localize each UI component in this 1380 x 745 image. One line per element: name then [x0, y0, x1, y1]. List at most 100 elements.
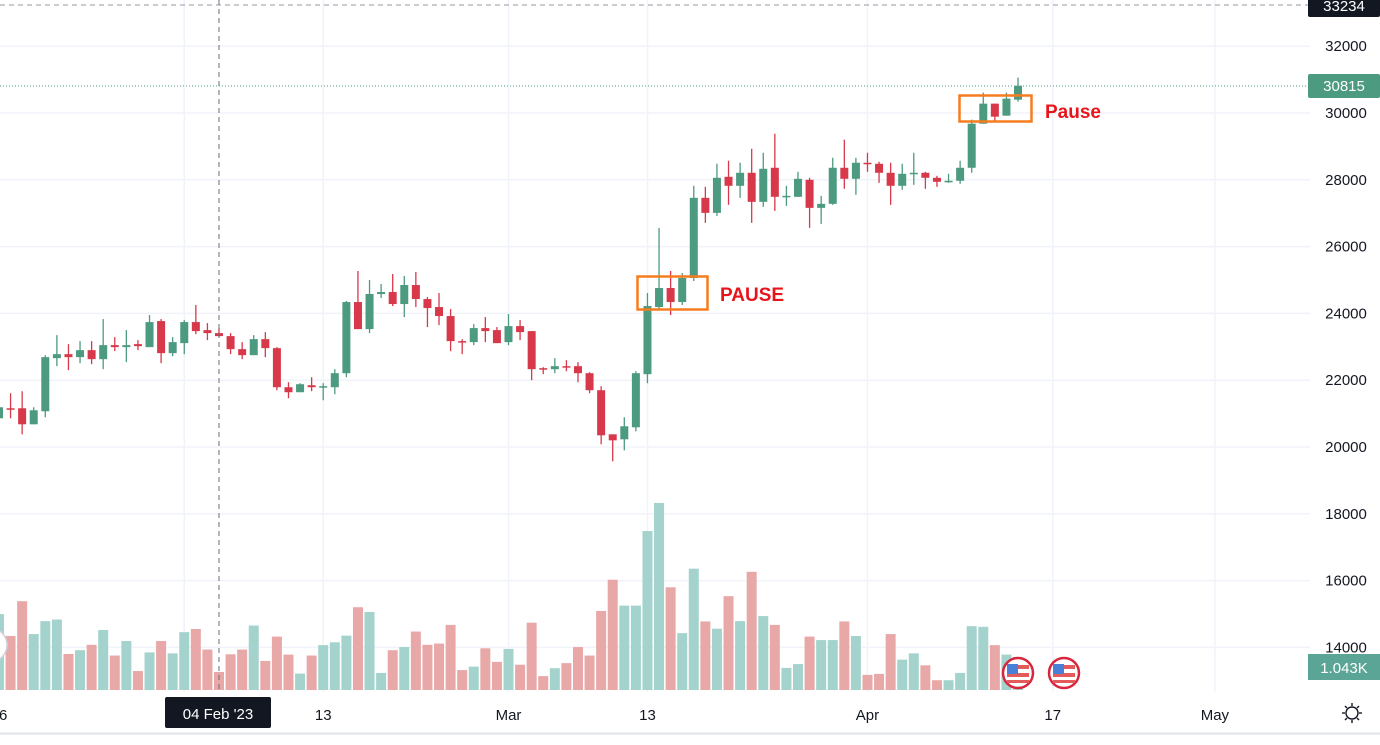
price-axis[interactable]	[1310, 0, 1380, 692]
candle-up	[967, 123, 976, 168]
high-price-badge	[1308, 0, 1380, 17]
candle-down	[191, 322, 200, 332]
us-flag-icon[interactable]	[1001, 656, 1035, 690]
volume-bar	[434, 643, 445, 690]
candle-down	[64, 354, 73, 358]
time-tick-label: 13	[315, 707, 332, 724]
pause-box-march	[636, 275, 709, 311]
candle-up	[782, 195, 791, 198]
price-tick-label: 22000	[1325, 372, 1367, 389]
candle-down	[921, 172, 930, 178]
volume-bar	[711, 628, 722, 690]
candle-down	[411, 285, 420, 300]
candle-down	[446, 316, 455, 342]
candle-down	[724, 176, 733, 186]
volume-bar	[387, 650, 398, 690]
volume-bar	[989, 645, 1000, 690]
volume-bar	[723, 596, 734, 690]
price-axis-ticks: 32000 30000 28000 26000 24000 22000 20000 18000…	[1325, 38, 1367, 656]
volume-bar	[468, 666, 479, 690]
volume-bar	[399, 647, 410, 690]
us-flag-icon[interactable]	[1047, 656, 1081, 690]
candle-down	[238, 349, 247, 356]
candle-down	[284, 387, 293, 393]
candle-up	[817, 203, 826, 208]
candle-up	[52, 354, 61, 359]
volume-bar	[561, 663, 572, 690]
volume-bar	[457, 670, 468, 690]
candle-down	[307, 385, 316, 388]
time-tick-label: 13	[639, 707, 656, 724]
candle-up	[1014, 85, 1023, 100]
volume-bar	[422, 644, 433, 690]
candle-down	[886, 172, 895, 186]
candle-up	[689, 197, 698, 278]
price-tick-label: 24000	[1325, 305, 1367, 322]
price-tick-label: 16000	[1325, 573, 1367, 590]
candle-down	[585, 373, 594, 391]
candle-up	[400, 285, 409, 305]
volume-bar	[132, 671, 143, 690]
candle-up	[1002, 98, 1011, 116]
candle-down	[388, 292, 397, 305]
candle-down	[701, 197, 710, 213]
candle-down	[157, 321, 166, 354]
volume-bar	[955, 672, 966, 690]
volume-bar	[51, 619, 62, 690]
candle-down	[539, 368, 548, 370]
candle-down	[573, 366, 582, 374]
last-volume-badge	[1308, 654, 1380, 680]
candles	[0, 77, 1023, 462]
candle-up	[145, 322, 154, 348]
volume-bar	[862, 674, 873, 690]
settings-sun-icon[interactable]	[1342, 703, 1362, 723]
candle-up	[29, 410, 38, 425]
candle-down	[608, 434, 617, 441]
volume-bar	[700, 621, 711, 690]
volume-bar	[793, 664, 803, 690]
candle-down	[87, 350, 96, 360]
candle-down	[435, 307, 444, 317]
volume-bar	[480, 648, 491, 690]
candle-up	[898, 173, 907, 186]
candle-down	[527, 331, 536, 370]
candle-up	[550, 366, 559, 370]
volume-bar	[318, 645, 329, 690]
candle-up	[76, 350, 85, 358]
candle-down	[133, 344, 142, 347]
volume-bar	[688, 568, 699, 690]
candle-up	[330, 373, 339, 388]
volume-bar	[329, 642, 340, 690]
volume-bar	[572, 647, 583, 690]
candle-up	[122, 345, 131, 348]
candle-up	[99, 345, 108, 360]
candle-down	[562, 366, 571, 368]
candle-up	[759, 168, 768, 202]
candle-down	[805, 179, 814, 208]
candle-up	[944, 180, 953, 183]
volume-bar	[735, 621, 746, 690]
candle-down	[226, 336, 235, 350]
scroll-circle-icon[interactable]	[0, 628, 8, 662]
volume-bar	[40, 621, 51, 690]
candle-down	[516, 326, 525, 333]
volume-bar	[179, 632, 190, 690]
pause-label-april: Pause	[1045, 102, 1101, 123]
candle-up	[851, 162, 860, 179]
candle-up	[794, 178, 802, 197]
price-tick-label: 26000	[1325, 239, 1367, 256]
volume-bar	[248, 625, 259, 690]
time-axis-ticks: 16 13 Mar 13 Apr 17 May	[0, 707, 1230, 724]
candle-up	[631, 373, 640, 428]
candle-up	[319, 386, 328, 388]
candle-up	[469, 328, 478, 343]
candle-down	[597, 390, 606, 436]
volume-bar	[549, 668, 560, 690]
volume-bar	[816, 640, 827, 690]
volume-bar	[607, 579, 618, 690]
candle-up	[620, 426, 629, 440]
volume-bar	[619, 605, 630, 690]
candle-up	[736, 172, 745, 186]
candle-up	[342, 302, 351, 374]
